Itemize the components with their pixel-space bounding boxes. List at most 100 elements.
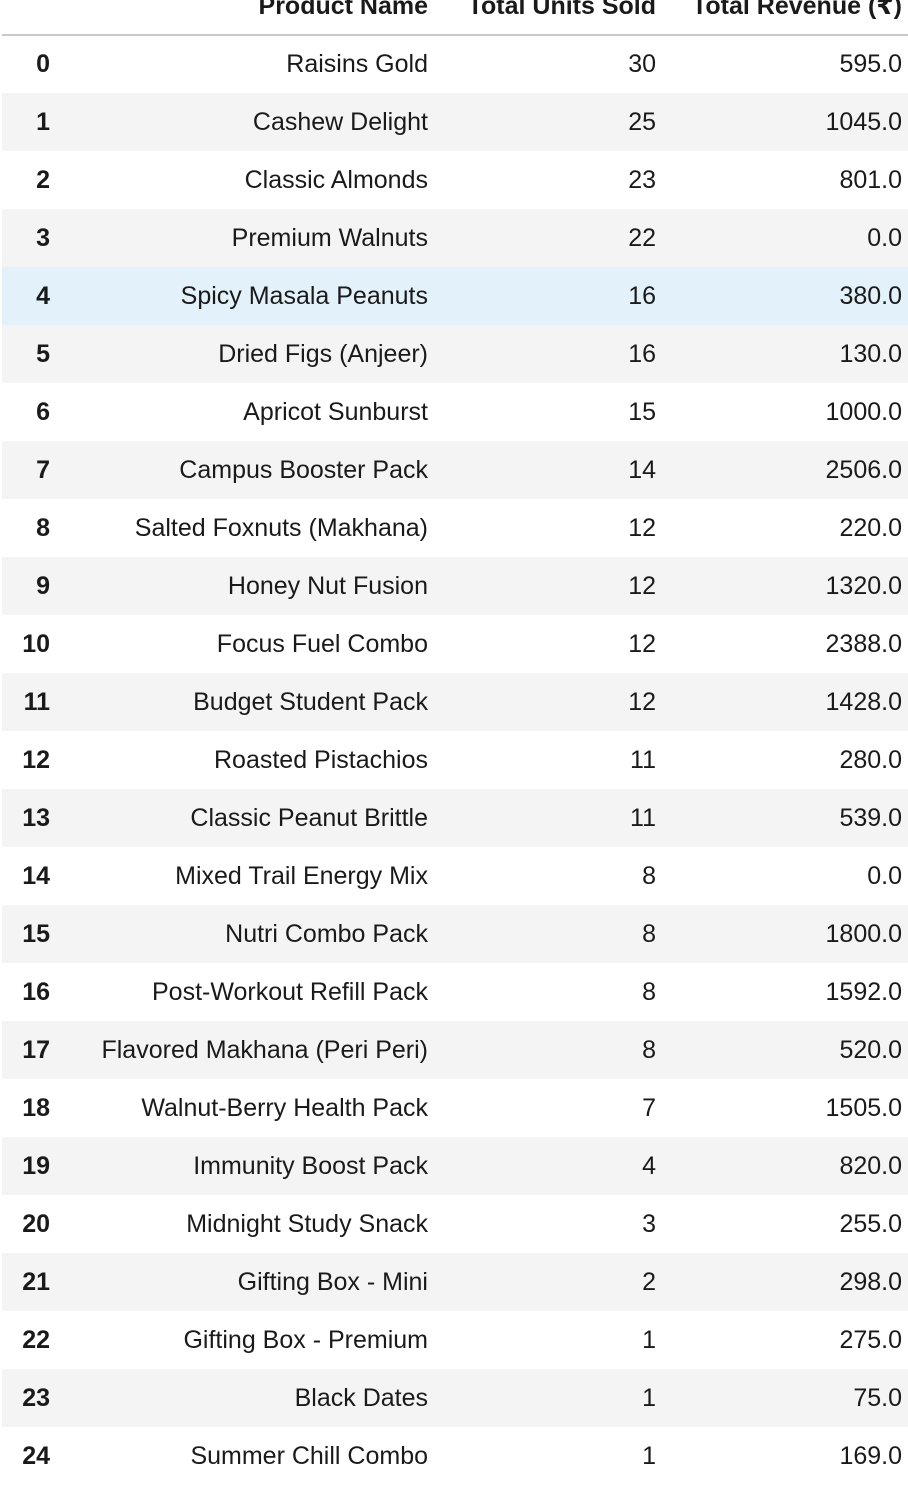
total-revenue-cell: 1320.0 <box>825 571 902 600</box>
total-units-sold-cell: 4 <box>642 1151 656 1180</box>
table-row: 0 Raisins Gold 30 595.0 <box>2 35 908 93</box>
total-revenue-cell: 75.0 <box>853 1383 902 1412</box>
row-index: 14 <box>22 861 50 890</box>
total-units-sold-cell: 16 <box>628 281 656 310</box>
total-revenue-cell: 275.0 <box>839 1325 902 1354</box>
row-index: 21 <box>22 1267 50 1296</box>
row-index: 11 <box>23 687 50 716</box>
total-units-sold-cell: 1 <box>642 1441 656 1470</box>
header-row: Product Name Total Units Sold Total Reve… <box>2 0 908 36</box>
table-row: 18 Walnut-Berry Health Pack 7 1505.0 <box>2 1079 908 1137</box>
product-name-cell: Cashew Delight <box>252 107 428 136</box>
row-index: 4 <box>36 281 50 310</box>
total-revenue-cell: 1428.0 <box>825 687 902 716</box>
table-row: 7 Campus Booster Pack 14 2506.0 <box>2 441 908 499</box>
total-units-sold-cell: 3 <box>642 1209 656 1238</box>
total-units-sold-cell: 14 <box>628 455 656 484</box>
product-name-cell: Post-Workout Refill Pack <box>151 977 428 1006</box>
total-units-sold-cell: 1 <box>642 1383 656 1412</box>
total-revenue-cell: 820.0 <box>839 1151 902 1180</box>
total-units-sold-cell: 22 <box>628 223 656 252</box>
product-name-cell: Summer Chill Combo <box>190 1441 428 1470</box>
total-revenue-cell: 1505.0 <box>825 1093 902 1122</box>
row-index: 10 <box>22 629 50 658</box>
total-revenue-cell: 595.0 <box>839 50 902 78</box>
product-name-cell: Flavored Makhana (Peri Peri) <box>101 1035 428 1064</box>
total-revenue-cell: 520.0 <box>839 1035 902 1064</box>
total-revenue-column-header: Total Revenue (₹) <box>662 0 908 36</box>
row-index: 18 <box>22 1093 50 1122</box>
table-row: 17 Flavored Makhana (Peri Peri) 8 520.0 <box>2 1021 908 1079</box>
table-row: 4 Spicy Masala Peanuts 16 380.0 <box>2 267 908 325</box>
table-row: 2 Classic Almonds 23 801.0 <box>2 151 908 209</box>
table-row: 1 Cashew Delight 25 1045.0 <box>2 93 908 151</box>
product-name-cell: Spicy Masala Peanuts <box>180 281 428 310</box>
table-row: 13 Classic Peanut Brittle 11 539.0 <box>2 789 908 847</box>
row-index: 2 <box>36 165 50 194</box>
total-revenue-cell: 1592.0 <box>825 977 902 1006</box>
total-revenue-cell: 801.0 <box>839 165 902 194</box>
total-units-sold-cell: 15 <box>628 397 656 426</box>
row-index: 9 <box>36 571 50 600</box>
product-name-cell: Classic Peanut Brittle <box>190 803 428 832</box>
total-revenue-cell: 0.0 <box>867 223 902 252</box>
total-revenue-cell: 539.0 <box>839 803 902 832</box>
total-units-sold-cell: 8 <box>642 919 656 948</box>
row-index: 20 <box>22 1209 50 1238</box>
product-name-cell: Focus Fuel Combo <box>216 629 428 658</box>
total-units-sold-cell: 8 <box>642 977 656 1006</box>
row-index: 17 <box>22 1035 50 1064</box>
table-header: Product Name Total Units Sold Total Reve… <box>2 0 908 36</box>
product-name-cell: Honey Nut Fusion <box>227 571 428 600</box>
total-revenue-cell: 1045.0 <box>825 107 902 136</box>
total-revenue-cell: 380.0 <box>839 281 902 310</box>
table-row: 12 Roasted Pistachios 11 280.0 <box>2 731 908 789</box>
row-index: 6 <box>36 397 50 426</box>
row-index: 0 <box>36 50 50 78</box>
table-row: 20 Midnight Study Snack 3 255.0 <box>2 1195 908 1253</box>
total-units-sold-cell: 16 <box>628 339 656 368</box>
total-units-sold-cell: 12 <box>628 513 656 542</box>
table-row: 3 Premium Walnuts 22 0.0 <box>2 209 908 267</box>
total-revenue-cell: 1000.0 <box>825 397 902 426</box>
total-revenue-cell: 1800.0 <box>825 919 902 948</box>
table-row: 24 Summer Chill Combo 1 169.0 <box>2 1427 908 1485</box>
total-revenue-cell: 2506.0 <box>825 455 902 484</box>
total-units-sold-cell: 12 <box>628 687 656 716</box>
row-index: 23 <box>22 1383 50 1412</box>
row-index: 12 <box>22 745 50 774</box>
row-index: 13 <box>22 803 50 832</box>
product-name-cell: Gifting Box - Premium <box>183 1325 428 1354</box>
row-index: 22 <box>22 1325 50 1354</box>
product-name-cell: Campus Booster Pack <box>179 455 428 484</box>
total-revenue-cell: 298.0 <box>839 1267 902 1296</box>
total-revenue-cell: 0.0 <box>867 861 902 890</box>
row-index: 24 <box>22 1441 50 1470</box>
row-index: 5 <box>36 339 50 368</box>
product-name-cell: Roasted Pistachios <box>213 745 428 774</box>
total-units-sold-cell: 8 <box>642 1035 656 1064</box>
table-body: 0 Raisins Gold 30 595.0 1 Cashew Delight 25 104… <box>2 35 908 1485</box>
total-revenue-cell: 255.0 <box>839 1209 902 1238</box>
row-index: 19 <box>22 1151 50 1180</box>
total-units-sold-cell: 30 <box>628 50 656 78</box>
product-name-cell: Classic Almonds <box>244 165 428 194</box>
product-name-cell: Budget Student Pack <box>193 687 428 716</box>
row-index: 15 <box>22 919 50 948</box>
table-row: 9 Honey Nut Fusion 12 1320.0 <box>2 557 908 615</box>
row-index: 1 <box>36 107 50 136</box>
table-row: 16 Post-Workout Refill Pack 8 1592.0 <box>2 963 908 1021</box>
product-name-cell: Gifting Box - Mini <box>237 1267 428 1296</box>
table-row: 5 Dried Figs (Anjeer) 16 130.0 <box>2 325 908 383</box>
table-row: 8 Salted Foxnuts (Makhana) 12 220.0 <box>2 499 908 557</box>
product-name-cell: Black Dates <box>294 1383 428 1412</box>
product-name-cell: Raisins Gold <box>286 50 428 78</box>
total-units-sold-cell: 7 <box>642 1093 656 1122</box>
product-name-cell: Immunity Boost Pack <box>193 1151 428 1180</box>
total-revenue-cell: 169.0 <box>839 1441 902 1470</box>
product-name-cell: Nutri Combo Pack <box>225 919 428 948</box>
total-revenue-cell: 2388.0 <box>825 629 902 658</box>
product-name-cell: Salted Foxnuts (Makhana) <box>134 513 428 542</box>
